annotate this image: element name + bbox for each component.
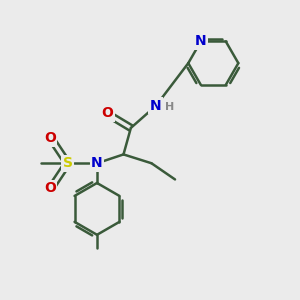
Text: O: O [44,131,56,145]
Text: N: N [91,156,103,170]
Text: O: O [44,181,56,195]
Text: S: S [63,156,73,170]
Text: N: N [150,99,162,113]
Text: H: H [164,102,174,112]
Text: O: O [101,106,113,120]
Text: N: N [195,34,207,49]
